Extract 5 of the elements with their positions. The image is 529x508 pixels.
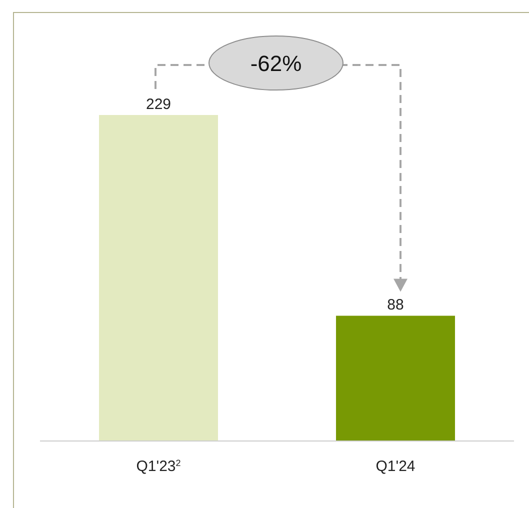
x-tick-label: Q1'24: [376, 458, 416, 475]
data-label: 88: [387, 296, 404, 314]
x-tick-label: Q1'23$^{2}$: [136, 458, 181, 475]
data-label: 229: [146, 96, 172, 113]
text: -62%: [250, 51, 302, 76]
